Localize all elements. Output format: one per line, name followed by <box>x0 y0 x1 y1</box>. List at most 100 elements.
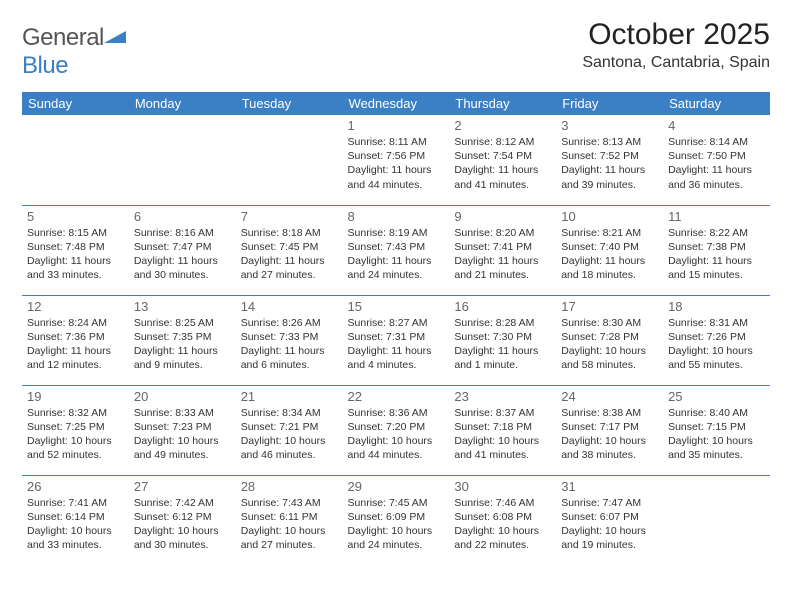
day-info: Sunrise: 8:38 AMSunset: 7:17 PMDaylight:… <box>561 406 658 463</box>
day-number: 24 <box>561 389 658 404</box>
day-number: 21 <box>241 389 338 404</box>
calendar-day: 1 Sunrise: 8:11 AMSunset: 7:56 PMDaylight… <box>343 115 450 205</box>
day-number: 27 <box>134 479 231 494</box>
calendar-day <box>663 475 770 565</box>
logo-word1: General <box>22 24 104 51</box>
location: Santona, Cantabria, Spain <box>582 54 770 72</box>
day-number: 2 <box>454 118 551 133</box>
day-info: Sunrise: 8:26 AMSunset: 7:33 PMDaylight:… <box>241 316 338 373</box>
day-number: 30 <box>454 479 551 494</box>
calendar-day: 15 Sunrise: 8:27 AMSunset: 7:31 PMDayligh… <box>343 295 450 385</box>
calendar-day: 2 Sunrise: 8:12 AMSunset: 7:54 PMDaylight… <box>449 115 556 205</box>
day-info: Sunrise: 8:14 AMSunset: 7:50 PMDaylight:… <box>668 135 765 192</box>
logo-text: General Blue <box>22 24 126 80</box>
day-info: Sunrise: 8:18 AMSunset: 7:45 PMDaylight:… <box>241 226 338 283</box>
day-number: 28 <box>241 479 338 494</box>
calendar-day: 21 Sunrise: 8:34 AMSunset: 7:21 PMDayligh… <box>236 385 343 475</box>
day-number: 13 <box>134 299 231 314</box>
day-info: Sunrise: 8:40 AMSunset: 7:15 PMDaylight:… <box>668 406 765 463</box>
day-number: 5 <box>27 209 124 224</box>
day-number: 31 <box>561 479 658 494</box>
calendar-table: SundayMondayTuesdayWednesdayThursdayFrid… <box>22 92 770 565</box>
day-number: 4 <box>668 118 765 133</box>
day-info: Sunrise: 8:34 AMSunset: 7:21 PMDaylight:… <box>241 406 338 463</box>
calendar-day: 27 Sunrise: 7:42 AMSunset: 6:12 PMDayligh… <box>129 475 236 565</box>
day-info: Sunrise: 8:30 AMSunset: 7:28 PMDaylight:… <box>561 316 658 373</box>
day-info: Sunrise: 8:19 AMSunset: 7:43 PMDaylight:… <box>348 226 445 283</box>
calendar-day: 14 Sunrise: 8:26 AMSunset: 7:33 PMDayligh… <box>236 295 343 385</box>
logo: General Blue <box>22 24 126 80</box>
calendar-day: 6 Sunrise: 8:16 AMSunset: 7:47 PMDaylight… <box>129 205 236 295</box>
day-number: 7 <box>241 209 338 224</box>
logo-word2: Blue <box>22 52 68 79</box>
day-number: 12 <box>27 299 124 314</box>
day-info: Sunrise: 8:21 AMSunset: 7:40 PMDaylight:… <box>561 226 658 283</box>
calendar-week: 12Sunrise: 8:24 AMSunset: 7:36 PMDayligh… <box>22 295 770 385</box>
calendar-day: 18 Sunrise: 8:31 AMSunset: 7:26 PMDayligh… <box>663 295 770 385</box>
calendar-day: 13Sunrise: 8:25 AMSunset: 7:35 PMDayligh… <box>129 295 236 385</box>
day-number: 18 <box>668 299 765 314</box>
calendar-day: 24 Sunrise: 8:38 AMSunset: 7:17 PMDayligh… <box>556 385 663 475</box>
calendar-week: 5Sunrise: 8:15 AMSunset: 7:48 PMDaylight… <box>22 205 770 295</box>
calendar-day: 23Sunrise: 8:37 AMSunset: 7:18 PMDayligh… <box>449 385 556 475</box>
weekday-header: Thursday <box>449 92 556 115</box>
day-number: 1 <box>348 118 445 133</box>
day-info: Sunrise: 7:46 AMSunset: 6:08 PMDaylight:… <box>454 496 551 553</box>
day-info: Sunrise: 8:12 AMSunset: 7:54 PMDaylight:… <box>454 135 551 192</box>
day-info: Sunrise: 8:36 AMSunset: 7:20 PMDaylight:… <box>348 406 445 463</box>
day-info: Sunrise: 7:47 AMSunset: 6:07 PMDaylight:… <box>561 496 658 553</box>
day-number: 17 <box>561 299 658 314</box>
calendar-body: 1 Sunrise: 8:11 AMSunset: 7:56 PMDaylight… <box>22 115 770 565</box>
month-title: October 2025 <box>582 18 770 52</box>
calendar-day: 4 Sunrise: 8:14 AMSunset: 7:50 PMDaylight… <box>663 115 770 205</box>
day-info: Sunrise: 7:42 AMSunset: 6:12 PMDaylight:… <box>134 496 231 553</box>
day-number: 29 <box>348 479 445 494</box>
weekday-header: Saturday <box>663 92 770 115</box>
day-number: 20 <box>134 389 231 404</box>
day-number: 19 <box>27 389 124 404</box>
calendar-day: 28 Sunrise: 7:43 AMSunset: 6:11 PMDayligh… <box>236 475 343 565</box>
calendar-day: 9 Sunrise: 8:20 AMSunset: 7:41 PMDaylight… <box>449 205 556 295</box>
weekday-header: Wednesday <box>343 92 450 115</box>
calendar-day: 30 Sunrise: 7:46 AMSunset: 6:08 PMDayligh… <box>449 475 556 565</box>
logo-triangle-icon <box>104 29 126 45</box>
day-info: Sunrise: 8:33 AMSunset: 7:23 PMDaylight:… <box>134 406 231 463</box>
day-info: Sunrise: 8:16 AMSunset: 7:47 PMDaylight:… <box>134 226 231 283</box>
calendar-week: 26 Sunrise: 7:41 AMSunset: 6:14 PMDayligh… <box>22 475 770 565</box>
calendar-day: 29 Sunrise: 7:45 AMSunset: 6:09 PMDayligh… <box>343 475 450 565</box>
day-info: Sunrise: 7:41 AMSunset: 6:14 PMDaylight:… <box>27 496 124 553</box>
day-info: Sunrise: 7:45 AMSunset: 6:09 PMDaylight:… <box>348 496 445 553</box>
day-info: Sunrise: 8:32 AMSunset: 7:25 PMDaylight:… <box>27 406 124 463</box>
day-info: Sunrise: 8:28 AMSunset: 7:30 PMDaylight:… <box>454 316 551 373</box>
day-number: 9 <box>454 209 551 224</box>
weekday-header: Monday <box>129 92 236 115</box>
calendar-day: 20 Sunrise: 8:33 AMSunset: 7:23 PMDayligh… <box>129 385 236 475</box>
day-info: Sunrise: 8:11 AMSunset: 7:56 PMDaylight:… <box>348 135 445 192</box>
day-number: 10 <box>561 209 658 224</box>
title-block: October 2025 Santona, Cantabria, Spain <box>582 18 770 72</box>
day-number: 26 <box>27 479 124 494</box>
day-number: 22 <box>348 389 445 404</box>
calendar-day: 31 Sunrise: 7:47 AMSunset: 6:07 PMDayligh… <box>556 475 663 565</box>
calendar-day: 16Sunrise: 8:28 AMSunset: 7:30 PMDayligh… <box>449 295 556 385</box>
day-number: 15 <box>348 299 445 314</box>
header: General Blue October 2025 Santona, Canta… <box>22 18 770 80</box>
weekday-header: Friday <box>556 92 663 115</box>
calendar-day: 7 Sunrise: 8:18 AMSunset: 7:45 PMDaylight… <box>236 205 343 295</box>
day-number: 11 <box>668 209 765 224</box>
calendar-week: 19 Sunrise: 8:32 AMSunset: 7:25 PMDayligh… <box>22 385 770 475</box>
day-number: 8 <box>348 209 445 224</box>
calendar-week: 1 Sunrise: 8:11 AMSunset: 7:56 PMDaylight… <box>22 115 770 205</box>
day-info: Sunrise: 8:31 AMSunset: 7:26 PMDaylight:… <box>668 316 765 373</box>
day-number: 14 <box>241 299 338 314</box>
calendar-day: 10 Sunrise: 8:21 AMSunset: 7:40 PMDayligh… <box>556 205 663 295</box>
day-number: 3 <box>561 118 658 133</box>
day-info: Sunrise: 7:43 AMSunset: 6:11 PMDaylight:… <box>241 496 338 553</box>
day-info: Sunrise: 8:20 AMSunset: 7:41 PMDaylight:… <box>454 226 551 283</box>
calendar-day: 25Sunrise: 8:40 AMSunset: 7:15 PMDayligh… <box>663 385 770 475</box>
day-info: Sunrise: 8:27 AMSunset: 7:31 PMDaylight:… <box>348 316 445 373</box>
calendar-day: 26 Sunrise: 7:41 AMSunset: 6:14 PMDayligh… <box>22 475 129 565</box>
day-number: 6 <box>134 209 231 224</box>
day-info: Sunrise: 8:13 AMSunset: 7:52 PMDaylight:… <box>561 135 658 192</box>
weekday-header: Sunday <box>22 92 129 115</box>
